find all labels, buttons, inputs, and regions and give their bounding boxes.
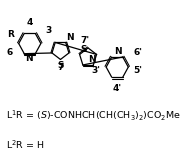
Text: 7': 7' — [81, 36, 90, 45]
Text: L$^2$R = H: L$^2$R = H — [6, 139, 45, 151]
Text: R: R — [7, 30, 14, 39]
Text: 3: 3 — [45, 26, 51, 35]
Text: N: N — [25, 54, 33, 64]
Text: N: N — [114, 48, 122, 56]
Text: 6: 6 — [7, 48, 13, 57]
Text: 7: 7 — [57, 63, 64, 72]
Text: N: N — [67, 33, 74, 42]
Text: 4': 4' — [113, 84, 122, 93]
Text: S: S — [57, 61, 64, 70]
Text: S: S — [80, 45, 87, 54]
Text: 6': 6' — [134, 48, 143, 57]
Text: 4: 4 — [27, 17, 33, 27]
Text: 3': 3' — [91, 66, 100, 75]
Text: L$^1$R = ($S$)-CONHCH(CH(CH$_3$)$_2$)CO$_2$Me: L$^1$R = ($S$)-CONHCH(CH(CH$_3$)$_2$)CO$… — [6, 109, 181, 123]
Text: 5': 5' — [134, 66, 143, 75]
Text: N: N — [88, 55, 96, 64]
